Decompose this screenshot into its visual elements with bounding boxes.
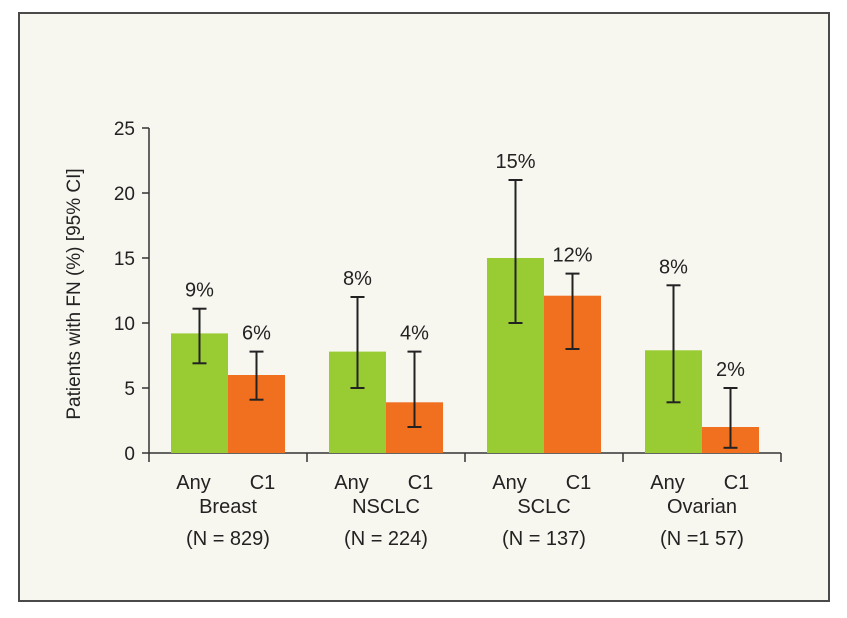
group-label: Ovarian xyxy=(667,496,737,518)
data-label: 9% xyxy=(185,280,214,302)
bars xyxy=(171,179,759,453)
group-label: SCLC xyxy=(517,496,570,518)
data-label: 4% xyxy=(400,323,429,345)
category-label: C1 xyxy=(724,472,750,494)
y-tick-label: 10 xyxy=(114,314,135,335)
group-n-label: (N = 137) xyxy=(502,528,586,550)
category-label: Any xyxy=(176,472,210,494)
chart-frame xyxy=(18,12,830,602)
y-tick-label: 15 xyxy=(114,249,135,270)
x-axis xyxy=(148,452,782,462)
y-tick-label: 5 xyxy=(124,379,135,400)
category-label: C1 xyxy=(250,472,276,494)
category-label: C1 xyxy=(566,472,592,494)
y-axis: 0 5 10 15 20 25 xyxy=(114,119,150,465)
group-label: Breast xyxy=(199,496,257,518)
data-label: 15% xyxy=(495,151,535,173)
data-label: 2% xyxy=(716,359,745,381)
category-label: C1 xyxy=(408,472,434,494)
category-label: Any xyxy=(650,472,684,494)
data-label: 6% xyxy=(242,323,271,345)
data-label: 8% xyxy=(343,268,372,290)
group-n-label: (N = 829) xyxy=(186,528,270,550)
data-label: 8% xyxy=(659,256,688,278)
y-tick-label: 0 xyxy=(124,444,135,465)
y-tick-label: 20 xyxy=(114,184,135,205)
data-label: 12% xyxy=(552,245,592,267)
y-axis-label: Patients with FN (%) [95% CI] xyxy=(64,168,85,419)
group-n-label: (N = 224) xyxy=(344,528,428,550)
group-label: NSCLC xyxy=(352,496,420,518)
category-label: Any xyxy=(334,472,368,494)
category-label: Any xyxy=(492,472,526,494)
y-tick-label: 25 xyxy=(114,119,135,140)
group-n-label: (N =1 57) xyxy=(660,528,744,550)
